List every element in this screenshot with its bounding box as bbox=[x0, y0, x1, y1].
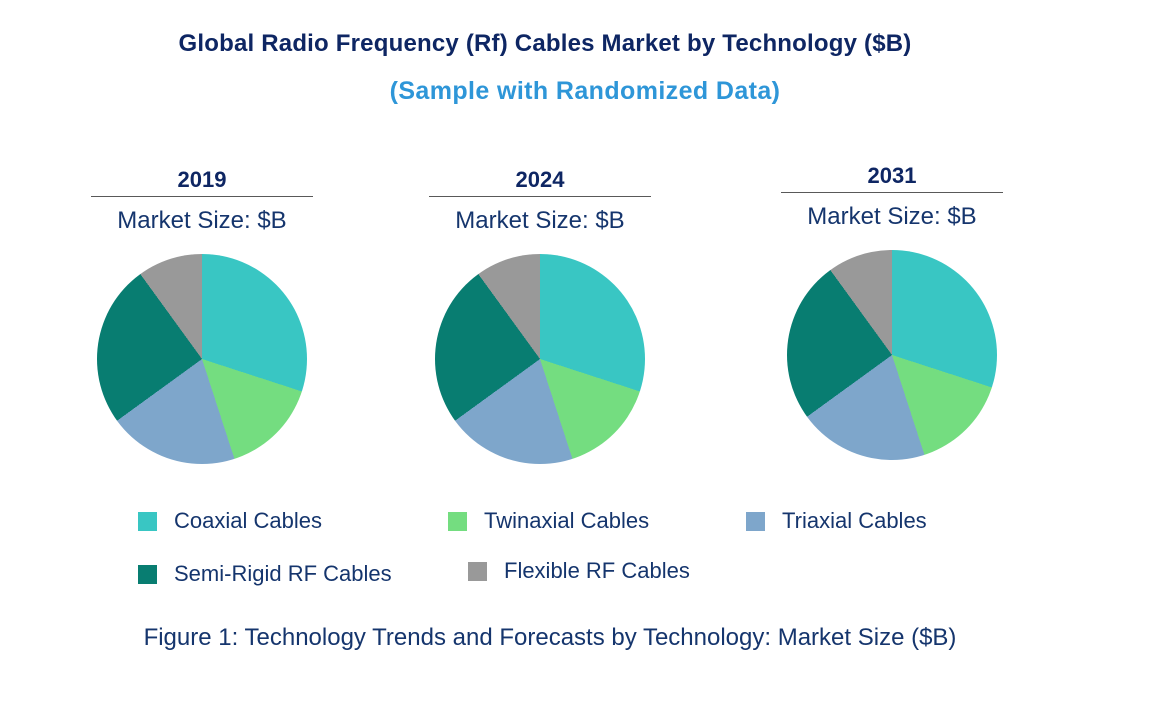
pie-chart-2031 bbox=[787, 250, 997, 460]
chart-subtitle: (Sample with Randomized Data) bbox=[389, 77, 781, 105]
year-underline bbox=[429, 196, 651, 197]
year-underline bbox=[91, 196, 313, 197]
pie-chart-2024 bbox=[435, 254, 645, 464]
year-underline bbox=[781, 192, 1003, 193]
market-size-label: Market Size: $B bbox=[455, 207, 625, 234]
legend-label: Flexible RF Cables bbox=[504, 558, 690, 583]
legend-label: Twinaxial Cables bbox=[484, 508, 650, 533]
year-label-2031: 2031 bbox=[867, 163, 917, 188]
market-size-label: Market Size: $B bbox=[807, 203, 977, 230]
figure-caption: Figure 1: Technology Trends and Forecast… bbox=[143, 624, 957, 651]
chart-column-2024: 2024 Market Size: $B bbox=[390, 160, 690, 464]
legend-label: Coaxial Cables bbox=[174, 508, 322, 533]
year-label-2024: 2024 bbox=[515, 167, 565, 192]
pie-charts-row: 2019 Market Size: $B 2024 Market Size: $… bbox=[0, 160, 1170, 490]
legend-label: Triaxial Cables bbox=[782, 508, 927, 533]
twinaxial-swatch-icon bbox=[448, 511, 467, 531]
triaxial-swatch-icon bbox=[746, 511, 765, 531]
market-size-label: Market Size: $B bbox=[117, 207, 287, 234]
pie-chart-2019 bbox=[97, 254, 307, 464]
semi-rigid-swatch-icon bbox=[138, 564, 157, 584]
chart-column-2019: 2019 Market Size: $B bbox=[52, 160, 352, 464]
chart-column-2031: 2031 Market Size: $B bbox=[742, 160, 1042, 460]
legend-item-semi-rigid: Semi-Rigid RF Cables bbox=[138, 562, 392, 586]
legend-item-twinaxial: Twinaxial Cables bbox=[448, 509, 649, 533]
chart-title: Global Radio Frequency (Rf) Cables Marke… bbox=[178, 30, 912, 57]
legend-item-triaxial: Triaxial Cables bbox=[746, 509, 927, 533]
year-label-2019: 2019 bbox=[177, 167, 227, 192]
legend-label: Semi-Rigid RF Cables bbox=[174, 561, 392, 586]
flexible-swatch-icon bbox=[468, 561, 487, 581]
legend-item-coaxial: Coaxial Cables bbox=[138, 509, 322, 533]
legend-item-flexible: Flexible RF Cables bbox=[468, 559, 690, 583]
coaxial-swatch-icon bbox=[138, 511, 157, 531]
